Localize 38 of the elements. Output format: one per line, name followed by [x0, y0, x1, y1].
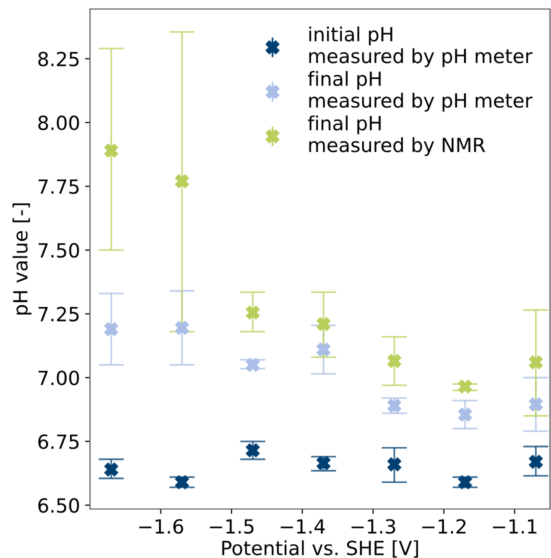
y-axis-title: pH value [-]: [12, 203, 32, 315]
point: [528, 454, 543, 469]
point: [316, 456, 330, 470]
point: [246, 306, 260, 320]
x-tick-label: −1.1: [493, 519, 536, 534]
x-tick-label: −1.4: [280, 519, 325, 534]
x-tick-label: −1.2: [422, 519, 466, 534]
point: [458, 475, 472, 490]
point: [104, 322, 118, 336]
point: [175, 174, 189, 188]
point: [316, 317, 330, 331]
x-tick-label: −1.3: [352, 519, 396, 534]
point: [246, 443, 260, 458]
y-tick-label: 6.50: [38, 498, 79, 513]
point: [458, 408, 472, 422]
point: [387, 398, 402, 413]
point: [387, 457, 402, 472]
y-tick-label: 7.00: [38, 370, 79, 386]
y-tick-label: 7.75: [38, 180, 79, 194]
legend-label: final pH measured by NMR: [308, 115, 486, 156]
point: [528, 355, 543, 370]
y-tick-label: 7.25: [38, 306, 79, 322]
point: [104, 462, 118, 476]
point: [175, 475, 189, 490]
x-tick-label: −1.5: [210, 519, 254, 534]
point: [528, 397, 543, 412]
point: [175, 320, 189, 335]
y-tick-label: 8.00: [38, 115, 79, 130]
x-tick-label: −1.6: [139, 519, 184, 534]
point: [316, 342, 330, 357]
y-tick-label: 7.50: [38, 243, 79, 258]
x-axis-title: Potential vs. SHE [V]: [222, 540, 418, 558]
y-tick-label: 8.25: [38, 52, 79, 66]
point: [246, 358, 260, 372]
y-tick-label: 6.75: [38, 434, 79, 450]
point: [104, 144, 118, 158]
point: [458, 380, 472, 394]
point: [387, 354, 402, 368]
